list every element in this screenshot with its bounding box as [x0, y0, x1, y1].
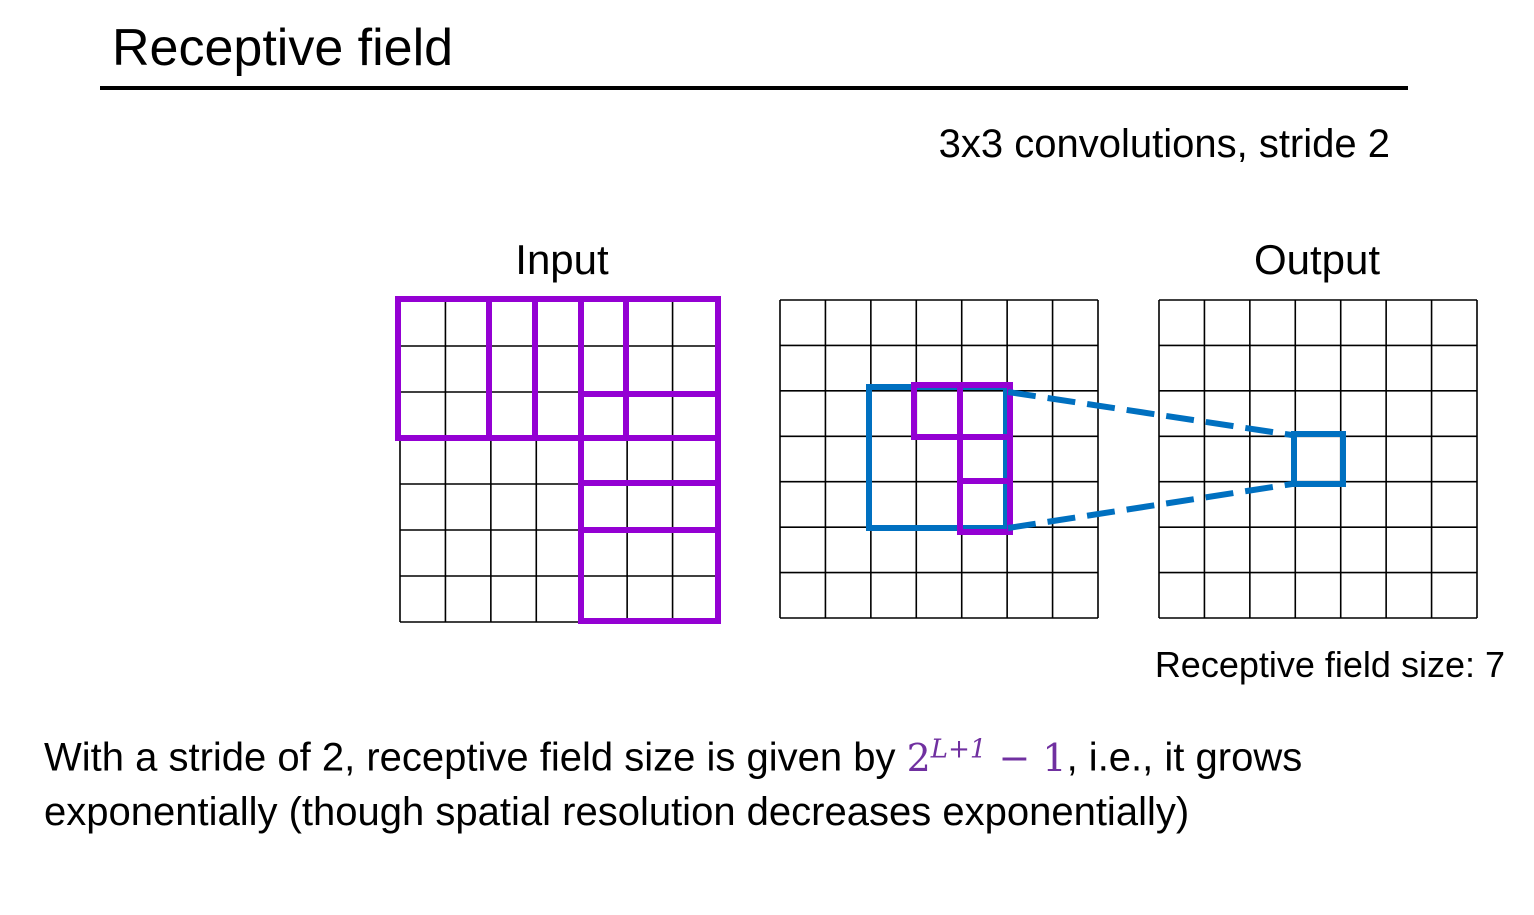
receptive-field-size-label: Receptive field size: 7 [1154, 644, 1505, 685]
intermediate-grid [779, 299, 1099, 619]
output-cell [1291, 431, 1346, 487]
formula-rest: − 1 [986, 735, 1067, 780]
input-window-middle-right [578, 391, 721, 533]
formula-base: 2 [906, 735, 931, 780]
intermediate-cell-bottom [957, 478, 1013, 535]
subtitle: 3x3 convolutions, stride 2 [938, 122, 1390, 166]
formula: 2L+1 − 1 [906, 734, 1067, 780]
intermediate-purple-cells [911, 382, 1013, 535]
projection-lines [1007, 389, 1293, 531]
input-window-top-middle [486, 296, 629, 441]
input-window-top-right [578, 296, 721, 441]
slide-title: Receptive field [112, 19, 454, 77]
caption-text-before: With a stride of 2, receptive field size… [44, 735, 907, 780]
input-label: Input [515, 236, 609, 283]
input-window-top-left [395, 296, 538, 441]
output-label: Output [1253, 236, 1381, 283]
projection-line-bottom [1007, 481, 1293, 531]
intermediate-blue-window [866, 384, 1009, 531]
caption: With a stride of 2, receptive field size… [44, 722, 1504, 839]
input-window-bottom-right [578, 480, 721, 624]
title-underline [100, 86, 1408, 90]
caption-text-after: , i.e., it grows exponentially (though s… [44, 735, 1303, 834]
intermediate-cell-right-column [957, 382, 1013, 535]
formula-exponent: L+1 [930, 734, 987, 764]
output-grid [1158, 299, 1478, 619]
input-grid [399, 299, 719, 623]
projection-line-top [1007, 389, 1293, 438]
input-receptive-windows [395, 296, 721, 624]
